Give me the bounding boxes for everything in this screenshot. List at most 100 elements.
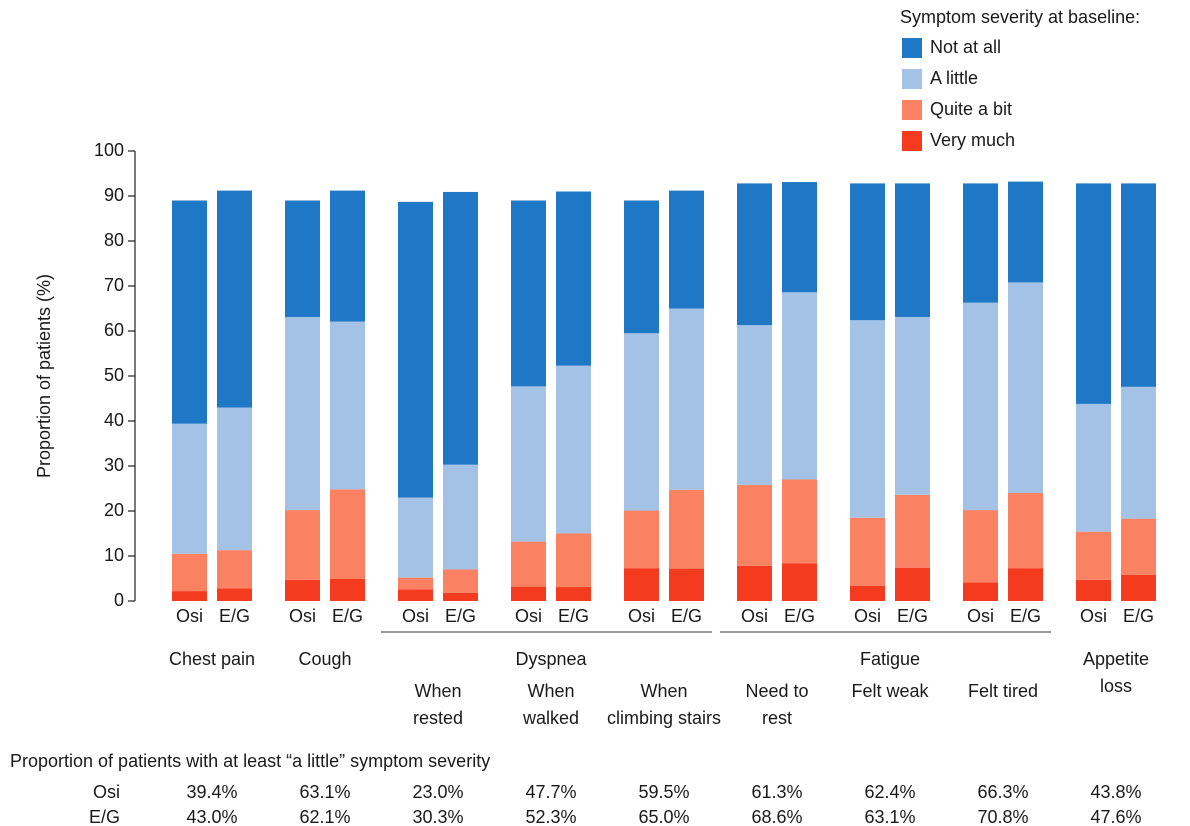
y-tick-label: 40 <box>104 410 124 430</box>
bar-segment <box>172 591 207 601</box>
x-tick-label: E/G <box>897 606 928 626</box>
bar-segment <box>1121 518 1156 575</box>
bar-segment <box>511 200 546 387</box>
bar-segment <box>511 386 546 542</box>
bar-segment <box>850 320 885 518</box>
table-cell: 62.1% <box>299 807 350 826</box>
subgroup-label: Felt weak <box>851 681 929 701</box>
x-tick-label: E/G <box>558 606 589 626</box>
table-cell: 23.0% <box>412 782 463 802</box>
subgroup-label: When <box>527 681 574 701</box>
table-cell: 68.6% <box>751 807 802 826</box>
y-tick-label: 20 <box>104 500 124 520</box>
x-tick-label: Osi <box>402 606 429 626</box>
bar-segment <box>172 200 207 424</box>
bar-segment <box>1008 493 1043 569</box>
bar-segment <box>330 489 365 579</box>
y-tick-label: 80 <box>104 230 124 250</box>
group-label: Dyspnea <box>515 649 587 669</box>
bar-segment <box>624 200 659 334</box>
bar-segment <box>1008 568 1043 601</box>
bar-segment <box>1076 531 1111 580</box>
table-row-name: Osi <box>93 782 120 802</box>
table-cell: 43.0% <box>186 807 237 826</box>
bar-segment <box>624 333 659 511</box>
legend-swatch <box>902 131 922 151</box>
table-cell: 66.3% <box>977 782 1028 802</box>
bar-segment <box>1076 579 1111 601</box>
table-cell: 47.6% <box>1090 807 1141 826</box>
bar-segment <box>1121 386 1156 519</box>
x-tick-label: E/G <box>671 606 702 626</box>
bar-segment <box>782 292 817 480</box>
bar-segment <box>737 484 772 566</box>
bar-segment <box>669 568 704 601</box>
group-label: Appetite <box>1083 649 1149 669</box>
bar-segment <box>285 579 320 601</box>
table-cell: 30.3% <box>412 807 463 826</box>
bar-segment <box>1076 403 1111 532</box>
group-label: Chest pain <box>169 649 255 669</box>
bar-segment <box>285 317 320 511</box>
table-cell: 61.3% <box>751 782 802 802</box>
legend-label: A little <box>930 68 978 88</box>
group-label: loss <box>1100 676 1132 696</box>
bar-segment <box>1121 183 1156 387</box>
bar-segment <box>217 190 252 408</box>
bar-segment <box>285 510 320 580</box>
bar-segment <box>443 592 478 601</box>
subgroup-label: Need to <box>745 681 808 701</box>
bar-segment <box>1121 574 1156 601</box>
table-cell: 62.4% <box>864 782 915 802</box>
table-cell: 63.1% <box>864 807 915 826</box>
bar-segment <box>895 183 930 318</box>
bar-segment <box>737 183 772 326</box>
subgroup-label: rest <box>762 708 792 728</box>
table-cell: 59.5% <box>638 782 689 802</box>
subgroup-label: rested <box>413 708 463 728</box>
table-cell: 39.4% <box>186 782 237 802</box>
bar-segment <box>624 568 659 601</box>
table-cell: 70.8% <box>977 807 1028 826</box>
subgroup-label: When <box>414 681 461 701</box>
bar-segment <box>669 308 704 490</box>
table-cell: 47.7% <box>525 782 576 802</box>
bar-segment <box>895 567 930 601</box>
y-tick-label: 70 <box>104 275 124 295</box>
x-tick-label: Osi <box>854 606 881 626</box>
bar-segment <box>172 423 207 554</box>
x-tick-label: E/G <box>219 606 250 626</box>
y-tick-label: 100 <box>94 140 124 160</box>
bar-segment <box>1008 282 1043 493</box>
bar-segment <box>443 191 478 465</box>
legend-label: Quite a bit <box>930 99 1012 119</box>
table-cell: 65.0% <box>638 807 689 826</box>
x-tick-label: Osi <box>741 606 768 626</box>
x-tick-label: E/G <box>784 606 815 626</box>
legend-label: Not at all <box>930 37 1001 57</box>
bar-segment <box>398 589 433 601</box>
bar-segment <box>172 553 207 592</box>
bar-segment <box>398 201 433 498</box>
bar-segment <box>963 582 998 601</box>
bar-segment <box>1008 181 1043 283</box>
x-tick-label: Osi <box>1080 606 1107 626</box>
table-cell: 43.8% <box>1090 782 1141 802</box>
table-cell: 52.3% <box>525 807 576 826</box>
bar-segment <box>398 577 433 590</box>
bar-segment <box>895 317 930 495</box>
bar-segment <box>217 407 252 551</box>
bar-segment <box>443 569 478 593</box>
x-tick-label: Osi <box>289 606 316 626</box>
bar-segment <box>782 563 817 601</box>
y-axis-label: Proportion of patients (%) <box>34 274 54 478</box>
table-row-name: E/G <box>89 807 120 826</box>
x-tick-label: E/G <box>1123 606 1154 626</box>
bar-segment <box>850 183 885 321</box>
legend-label: Very much <box>930 130 1015 150</box>
bar-segment <box>556 587 591 601</box>
table-cell: 63.1% <box>299 782 350 802</box>
y-tick-label: 10 <box>104 545 124 565</box>
x-tick-label: E/G <box>445 606 476 626</box>
